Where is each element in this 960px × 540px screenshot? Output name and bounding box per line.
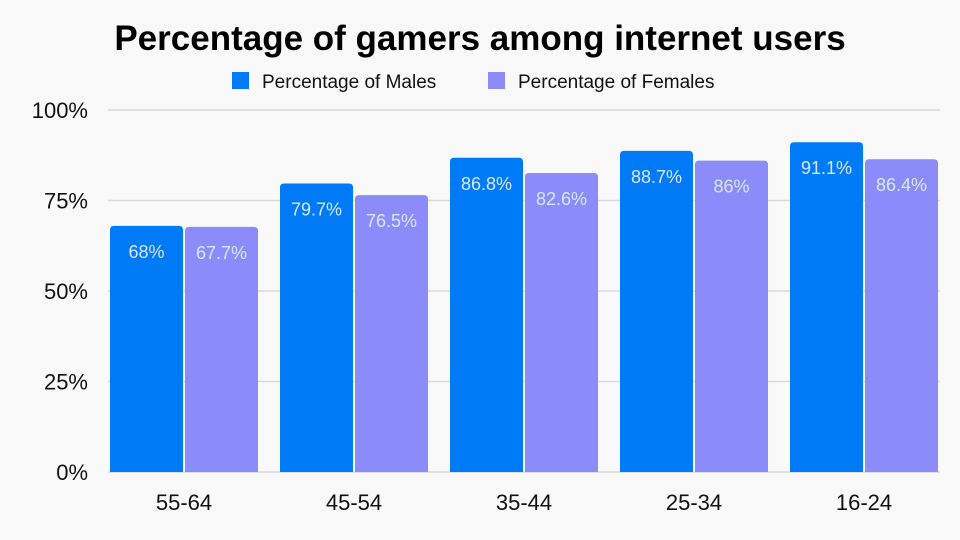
- legend: Percentage of Males Percentage of Females: [232, 72, 714, 93]
- bar: [790, 142, 863, 472]
- data-label: 68%: [128, 242, 164, 262]
- data-label: 67.7%: [196, 243, 247, 263]
- x-tick-label: 55-64: [156, 490, 212, 515]
- bar: [110, 225, 183, 472]
- bar: [355, 195, 428, 472]
- chart-title: Percentage of gamers among internet user…: [114, 19, 845, 58]
- legend-swatch: [232, 72, 249, 89]
- data-label: 86.4%: [876, 175, 927, 195]
- data-label: 82.6%: [536, 189, 587, 209]
- data-label: 86.8%: [461, 174, 512, 194]
- data-label: 88.7%: [631, 167, 682, 187]
- bar: [525, 172, 598, 472]
- data-label: 91.1%: [801, 158, 852, 178]
- data-label: 79.7%: [291, 199, 342, 219]
- y-tick-label: 50%: [44, 279, 88, 304]
- bar: [865, 159, 938, 472]
- bar: [450, 157, 523, 472]
- x-tick-label: 35-44: [496, 490, 552, 515]
- bar: [620, 150, 693, 472]
- bar: [695, 160, 768, 472]
- y-tick-label: 75%: [44, 189, 88, 214]
- y-tick-label: 0%: [56, 460, 88, 485]
- data-label: 76.5%: [366, 211, 417, 231]
- x-tick-label: 45-54: [326, 490, 382, 515]
- data-label: 86%: [713, 177, 749, 197]
- bar: [185, 226, 258, 472]
- y-tick-label: 25%: [44, 370, 88, 395]
- legend-swatch: [488, 72, 505, 89]
- x-tick-label: 16-24: [836, 490, 892, 515]
- y-tick-label: 100%: [32, 98, 88, 123]
- legend-label: Percentage of Females: [518, 72, 714, 93]
- bars: 68% 67.7% 79.7% 76.5% 86.8% 82.6% 88.7% 86% 91.1…: [110, 142, 938, 472]
- x-axis: 55-64 45-54 35-44 25-34 16-24: [156, 490, 892, 515]
- x-tick-label: 25-34: [666, 490, 722, 515]
- bar: [280, 183, 353, 472]
- legend-label: Percentage of Males: [262, 72, 436, 93]
